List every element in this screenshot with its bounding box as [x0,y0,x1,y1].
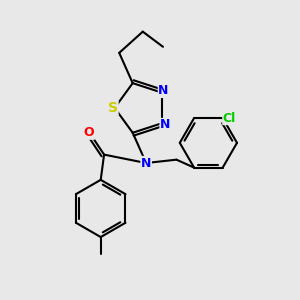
Text: N: N [160,118,170,131]
Text: O: O [84,126,94,139]
Text: N: N [158,84,169,98]
Text: Cl: Cl [223,112,236,124]
Text: S: S [108,101,118,115]
Text: N: N [141,157,151,169]
